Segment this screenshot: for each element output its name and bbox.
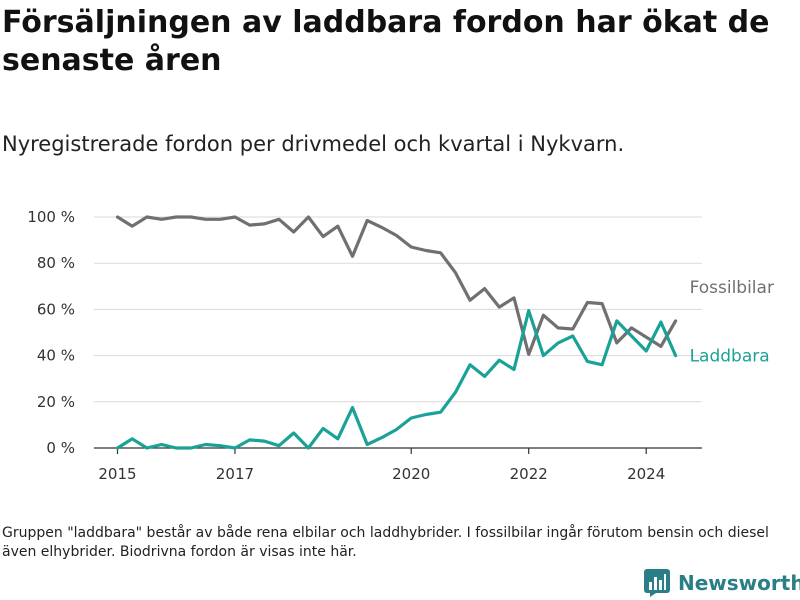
chart-subtitle: Nyregistrerade fordon per drivmedel och … [2,132,625,156]
footnote: Gruppen "laddbara" består av både rena e… [2,525,769,560]
y-tick-label: 20 % [37,393,75,411]
x-tick-label: 2022 [510,465,548,483]
y-tick-label: 80 % [37,254,75,272]
brand-name: Newsworthy [678,571,800,595]
y-tick-label: 60 % [37,300,75,318]
y-tick-label: 100 % [27,208,75,226]
series-line-fossilbilar [115,215,678,356]
x-tick-label: 2024 [627,465,665,483]
x-tick-label: 2015 [98,465,136,483]
series-label-fossilbilar: Fossilbilar [690,278,774,298]
chart-title: Försäljningen av laddbara fordon har öka… [2,5,770,78]
bar-chart-logo-icon [644,569,670,597]
line-chart: 0 % 20 % 40 % 60 % 80 % 100 % 2015 2017 2020 2022… [27,208,774,483]
series-label-laddbara: Laddbara [690,347,770,367]
y-tick-label: 40 % [37,347,75,365]
x-tick-label: 2020 [392,465,430,483]
x-tick-label: 2017 [216,465,254,483]
brand-logo: Newsworthy [644,568,800,598]
series-line-laddbara [115,309,678,450]
y-tick-label: 0 % [46,439,75,457]
